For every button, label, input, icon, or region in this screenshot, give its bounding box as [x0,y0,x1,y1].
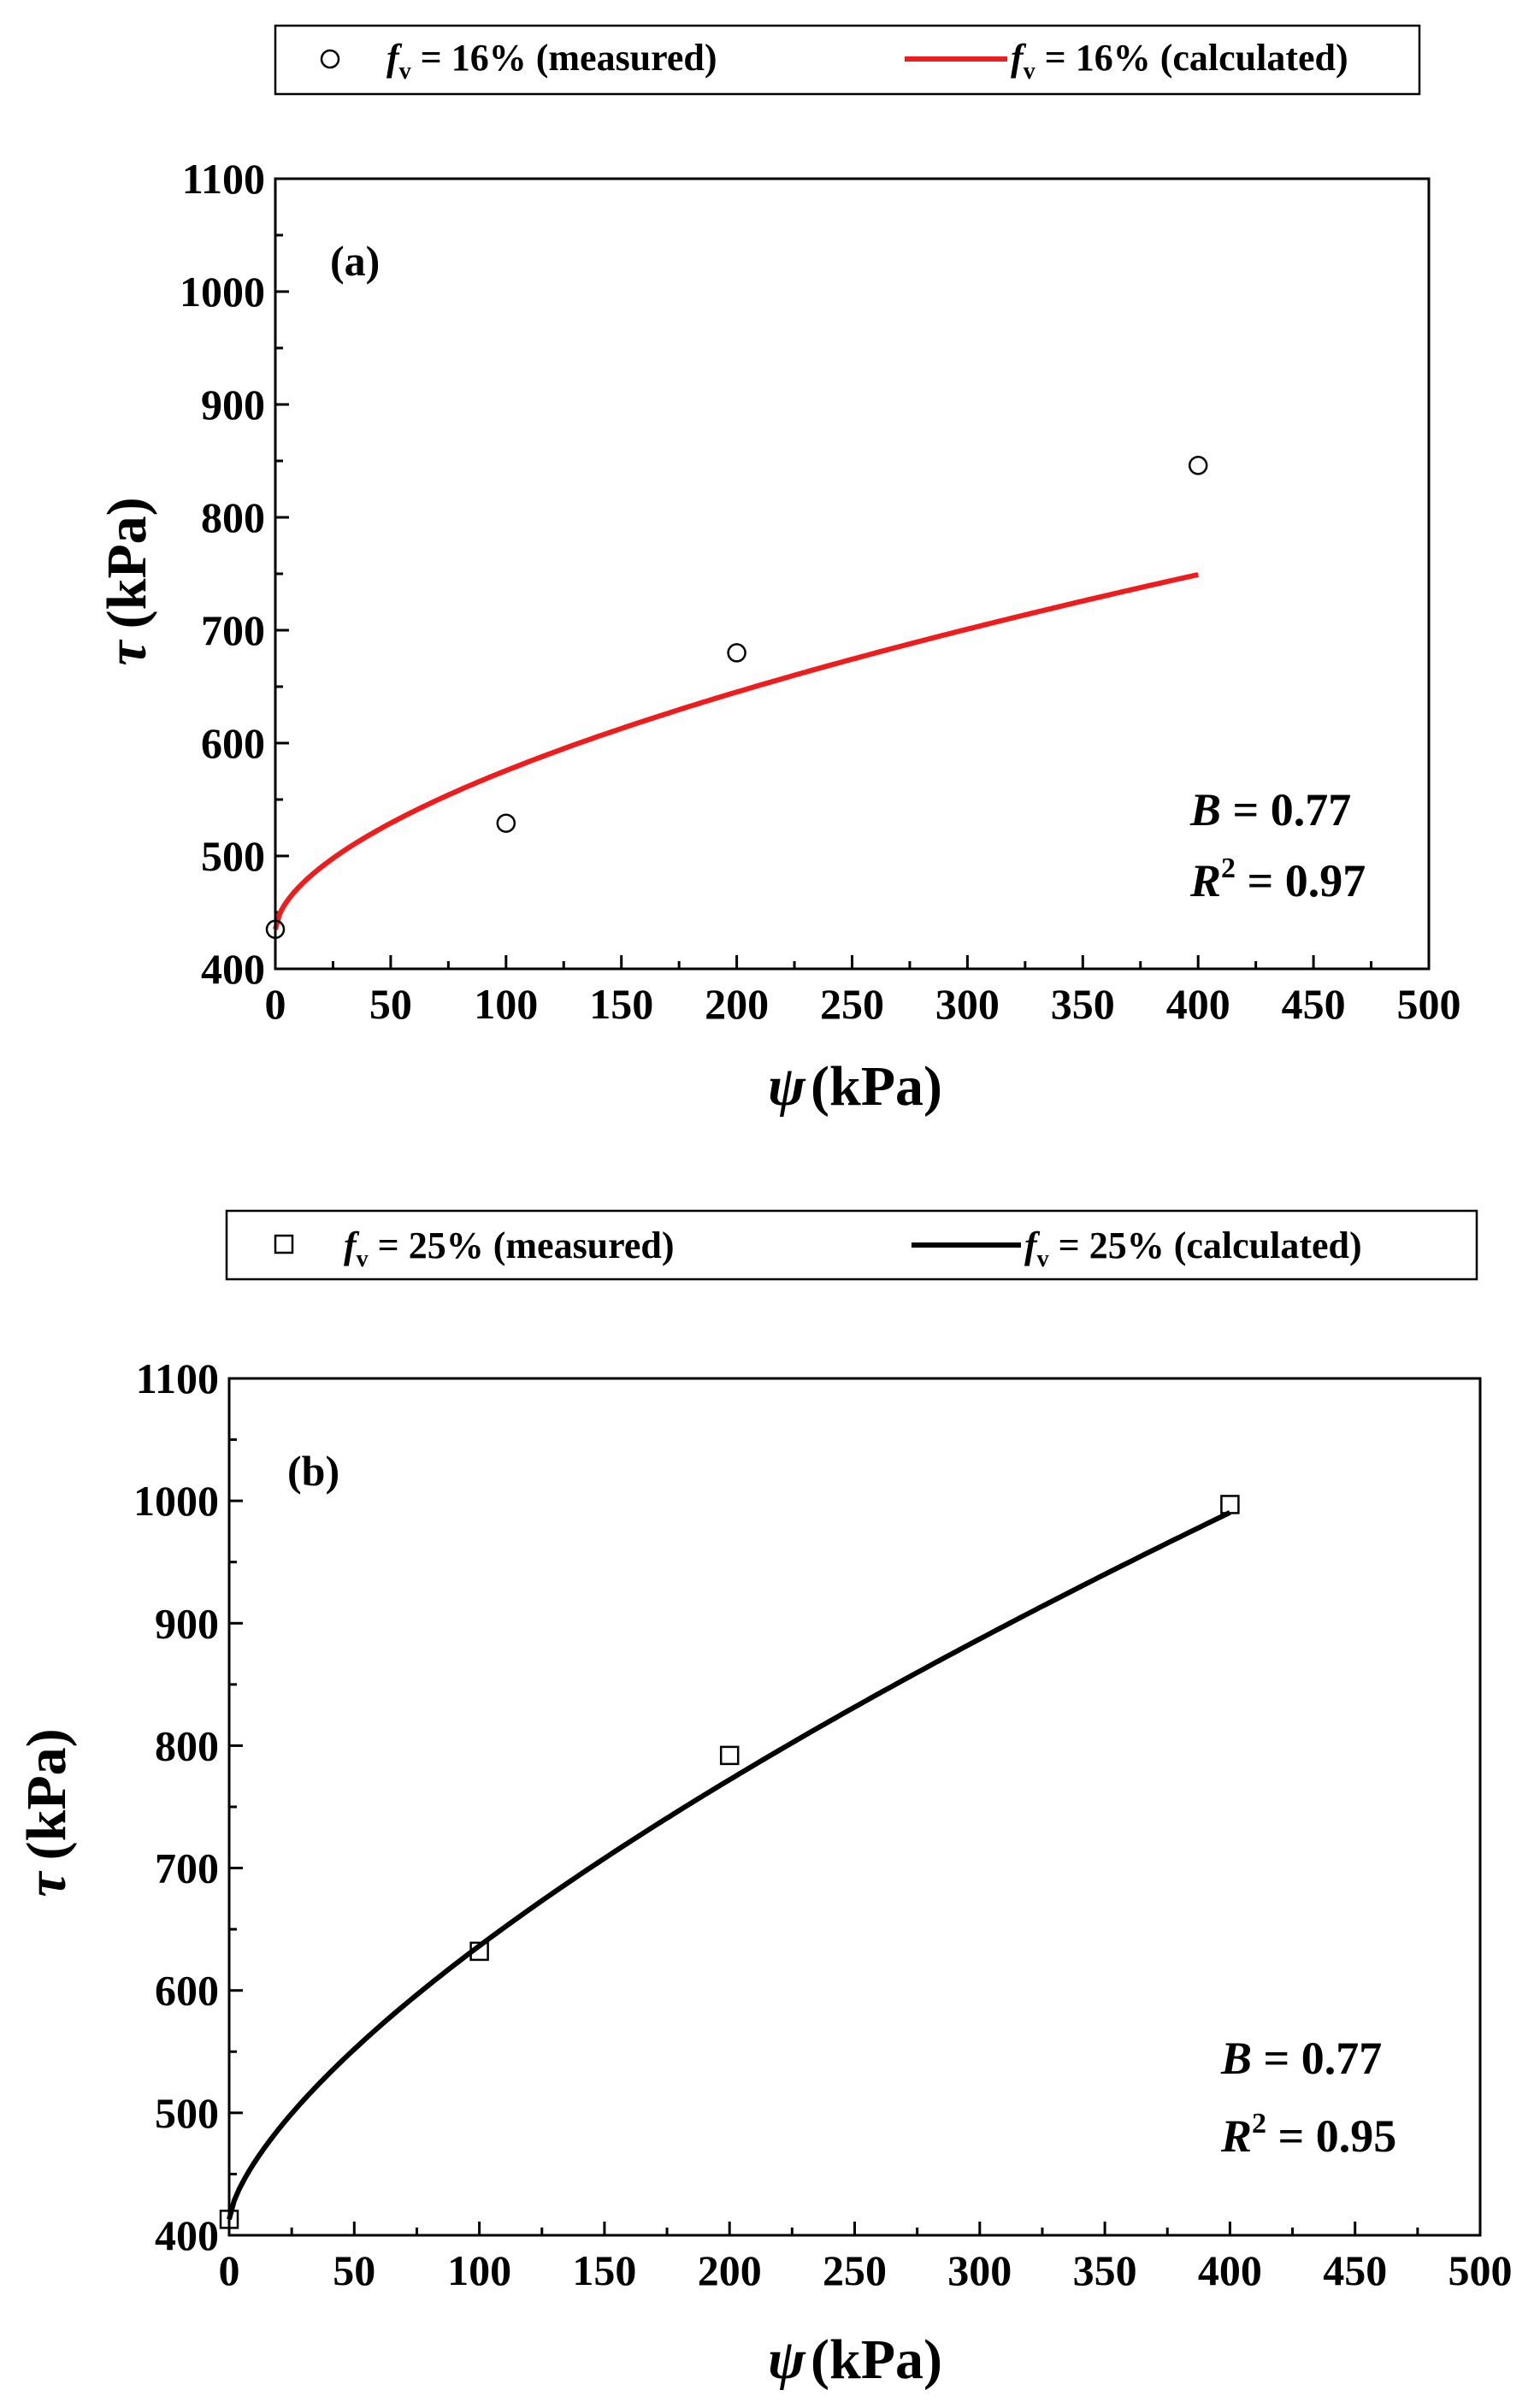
measured-point [496,813,516,833]
b-annotation-a: B = 0.77 [1189,784,1351,835]
x-tick-label: 200 [698,2246,762,2294]
legend-label-measured-a: fv = 16% (measured) [386,37,717,85]
y-tick-label: 1100 [136,1354,219,1402]
x-tick-label: 450 [1282,980,1346,1028]
panel-label-b: (b) [287,1447,339,1495]
tick-labels-b: 0 50 100 150 200 250 300 350 400 450 500 400 500 600 7… [133,1354,1513,2294]
y-tick-label: 700 [201,606,265,654]
legend-label-measured-b: fv = 25% (measured) [344,1225,675,1272]
legend-label-calculated-a: fv = 16% (calculated) [1011,37,1348,85]
measured-point [1220,1495,1240,1514]
calculated-curve-b [227,1510,1231,2221]
legend-marker-measured-a [320,49,340,69]
legend-box-b: fv = 25% (measured) fv = 25% (calculated… [225,1209,1478,1281]
x-tick-label: 100 [447,2246,511,2294]
y-axis-title-a: τ(kPa) [96,497,158,665]
x-tick-label: 250 [823,2246,887,2294]
panel-b: fv = 25% (measured) fv = 25% (calculated… [15,1209,1513,2391]
x-tick-label: 50 [369,980,412,1028]
x-tick-label: 50 [333,2246,375,2294]
panel-label-a: (a) [330,237,380,285]
y-tick-label: 400 [201,945,265,993]
plot-frame-b [227,1377,1482,2237]
y-tick-label: 800 [155,1721,219,1769]
y-tick-label: 500 [155,2089,219,2137]
y-tick-label: 600 [155,1967,219,2015]
x-tick-label: 200 [705,980,769,1028]
x-tick-label: 100 [474,980,538,1028]
measured-point [469,1941,489,1962]
y-axis-title-b: τ(kPa) [15,1728,78,1897]
x-tick-label: 150 [589,980,653,1028]
calculated-line [273,572,1199,930]
x-tick-label: 0 [219,2246,240,2294]
x-tick-label: 500 [1449,2246,1513,2294]
x-tick-label: 400 [1166,980,1230,1028]
x-tick-label: 0 [265,980,286,1028]
calculated-curve-a [273,572,1199,930]
y-tick-label: 400 [155,2211,219,2259]
measured-point [1188,456,1208,475]
y-tick-label: 900 [201,381,265,428]
y-tick-label: 1100 [182,155,265,203]
plot-frame-a [274,177,1431,971]
measured-point [719,1745,740,1766]
x-tick-label: 300 [935,980,1000,1028]
x-tick-label: 400 [1198,2246,1262,2294]
x-tick-label: 350 [1051,980,1115,1028]
y-tick-label: 700 [155,1844,219,1892]
legend-marker-measured-b [274,1234,294,1254]
legend-label-calculated-b: fv = 25% (calculated) [1024,1225,1362,1272]
r2-annotation-a: R2 = 0.97 [1189,853,1366,906]
calculated-line [227,1510,1231,2221]
x-tick-label: 150 [572,2246,636,2294]
x-tick-label: 500 [1397,980,1461,1028]
y-tick-label: 1000 [133,1477,219,1525]
x-tick-label: 350 [1073,2246,1137,2294]
legend-box-a: fv = 16% (measured) fv = 16% (calculated… [274,24,1421,96]
panel-a: fv = 16% (measured) fv = 16% (calculated… [96,24,1461,1118]
y-tick-label: 800 [201,493,265,541]
x-axis-title-a: ψ(kPa) [768,1055,942,1118]
x-tick-label: 450 [1323,2246,1387,2294]
y-tick-label: 900 [155,1599,219,1647]
x-tick-label: 300 [947,2246,1012,2294]
b-annotation-b: B = 0.77 [1220,2033,1382,2084]
r2-annotation-b: R2 = 0.95 [1220,2108,1396,2162]
measured-point [727,643,746,663]
x-tick-label: 250 [820,980,884,1028]
y-tick-label: 600 [201,719,265,767]
y-tick-label: 500 [201,832,265,880]
y-tick-label: 1000 [180,268,265,316]
x-axis-title-b: ψ(kPa) [768,2328,942,2391]
tick-labels-a: 0 50 100 150 200 250 300 350 400 450 500 400 500 600 7… [180,155,1461,1028]
